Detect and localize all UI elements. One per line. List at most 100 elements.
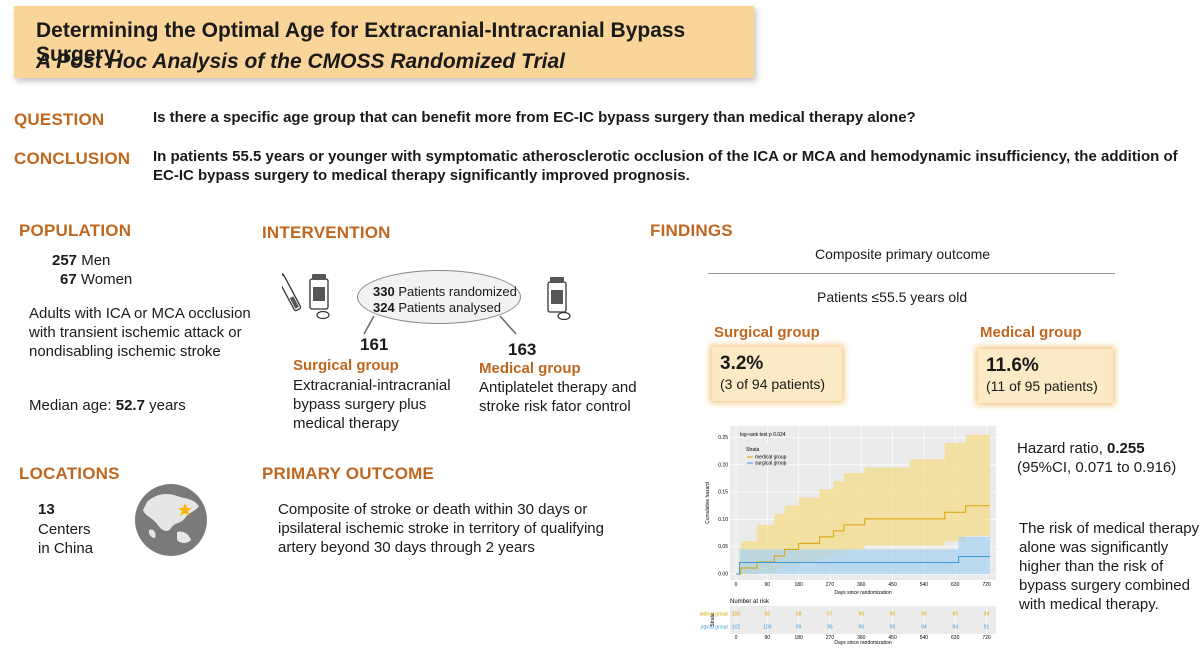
centers-label: Centers [38, 521, 91, 538]
risk-conclusion: The risk of medical therapy alone was si… [1019, 520, 1200, 613]
risk-table: medical group 100 98 98 97 96 95 95 95 94 surgical… [700, 606, 991, 641]
x-tick-label: 720 [982, 582, 991, 588]
x-tick-label: 540 [920, 582, 929, 588]
kaplan-meier-chart: 0.00 0.05 0.10 0.15 0.20 0.25 0 90 180 270 360 450… [700, 420, 1000, 646]
risk-x-tick-label: 180 [794, 635, 803, 641]
confidence-bands [736, 434, 990, 574]
x-tick-label: 90 [765, 582, 771, 588]
risk-x-tick-label: 450 [888, 635, 897, 641]
centers-count: 13 [38, 501, 55, 518]
medical-group-name: Medical group [479, 360, 581, 377]
question-label: QUESTION [14, 110, 105, 129]
risk-x-tick-label: 720 [982, 635, 991, 641]
median-age-value: 52.7 [115, 397, 145, 414]
primary-outcome-label: PRIMARY OUTCOME [262, 464, 435, 483]
y-tick-label: 0.20 [718, 462, 728, 468]
surgery-icon [282, 269, 330, 320]
surgical-group-name: Surgical group [293, 357, 399, 374]
risk-value: 96 [858, 625, 864, 631]
risk-value: 94 [984, 612, 990, 618]
men-stat: 257 Men [52, 251, 110, 270]
findings-surgical-label: Surgical group [714, 324, 820, 341]
risk-value: 95 [890, 612, 896, 618]
risk-value: 98 [796, 612, 802, 618]
conclusion-label: CONCLUSION [14, 149, 131, 168]
intervention-label: INTERVENTION [262, 223, 391, 242]
y-tick-label: 0.10 [718, 517, 728, 523]
title-line-1: Determining the Optimal Age for Extracra… [36, 19, 686, 66]
globe-icon [135, 484, 207, 556]
risk-x-tick-label: 90 [765, 635, 771, 641]
randomized-label: Patients randomized [398, 284, 517, 299]
risk-value: 95 [921, 612, 927, 618]
conclusion-text: In patients 55.5 years or younger with s… [153, 148, 1178, 184]
risk-x-axis-label: Days since randomization [834, 640, 891, 646]
medical-result-box: 11.6% (11 of 95 patients) [978, 349, 1113, 403]
locations-label: LOCATIONS [19, 464, 120, 483]
population-label: POPULATION [19, 221, 132, 240]
logrank-annotation: log-rank test p 0.024 [740, 432, 786, 438]
findings-label: FINDINGS [650, 221, 733, 240]
risk-value: 100 [732, 612, 741, 618]
medical-pct: 11.6% [986, 355, 1039, 376]
x-tick-label: 450 [888, 582, 897, 588]
risk-value: 102 [732, 625, 741, 631]
surgical-sub: (3 of 94 patients) [720, 376, 826, 392]
x-tick-label: 270 [826, 582, 835, 588]
risk-row-label: medical group [700, 612, 728, 618]
x-tick-label: 0 [735, 582, 738, 588]
y-tick-labels: 0.00 0.05 0.10 0.15 0.20 0.25 [718, 435, 728, 578]
medical-count: 163 [508, 340, 537, 359]
legend: Strata medical group surgical group [744, 444, 788, 467]
men-label: Men [81, 252, 111, 269]
outcome-title: Composite primary outcome [815, 246, 991, 262]
surgical-result-box: 3.2% (3 of 94 patients) [712, 347, 842, 401]
women-count: 67 [60, 271, 77, 288]
star-icon [178, 503, 192, 516]
risk-value: 96 [858, 612, 864, 618]
risk-value: 95 [890, 625, 896, 631]
medical-group-ci-band [736, 434, 990, 574]
surgical-group-line [736, 556, 990, 575]
y-tick-label: 0.00 [718, 572, 728, 578]
risk-value: 94 [952, 625, 958, 631]
risk-strata-label: Strata [710, 613, 716, 627]
randomized-line: 330 Patients randomized [373, 284, 517, 299]
men-count: 257 [52, 252, 78, 269]
x-axis-label: Days since randomization [834, 590, 891, 596]
x-tick-label: 180 [794, 582, 803, 588]
risk-x-tick-label: 270 [826, 635, 835, 641]
analysed-label: Patients analysed [398, 300, 501, 315]
risk-value: 96 [827, 625, 833, 631]
surgical-pct: 3.2% [720, 353, 764, 374]
median-age-label: Median age: [29, 397, 112, 414]
legend-title: Strata [746, 447, 760, 453]
survival-lines [736, 505, 990, 575]
surgical-group-description: Extracranial-intracranial bypass surgery… [293, 377, 451, 432]
hazard-ratio: Hazard ratio, 0.255 [1017, 439, 1145, 458]
title-line-2: A Post Hoc Analysis of the CMOSS Randomi… [36, 50, 565, 73]
analysed-count: 324 [373, 300, 395, 315]
median-age: Median age: 52.7 years [29, 396, 186, 415]
risk-x-tick-label: 630 [951, 635, 960, 641]
risk-row-label: surgical group [700, 625, 728, 631]
medical-group-line [736, 505, 990, 575]
analysed-line: 324 Patients analysed [373, 300, 501, 315]
centers-country: in China [38, 540, 94, 557]
risk-value: 95 [952, 612, 958, 618]
risk-table-title: Number at risk [730, 599, 770, 605]
subgroup-label: Patients ≤55.5 years old [817, 289, 968, 305]
y-tick-label: 0.15 [718, 490, 728, 496]
randomized-count: 330 [373, 284, 395, 299]
medical-group-description: Antiplatelet therapy and stroke risk fat… [479, 379, 637, 415]
hazard-ci: (95%CI, 0.071 to 0.916) [1017, 459, 1177, 476]
legend-medical: medical group [755, 455, 787, 461]
risk-value: 98 [765, 612, 771, 618]
y-axis-label: Cumulative hazard [705, 482, 711, 524]
findings-medical-label: Medical group [980, 324, 1082, 341]
legend-surgical: surgical group [755, 461, 787, 467]
risk-value: 97 [827, 612, 833, 618]
branch-lines [363, 315, 517, 335]
primary-outcome-text: Composite of stroke or death within 30 d… [278, 501, 604, 556]
y-tick-label: 0.25 [718, 435, 728, 441]
